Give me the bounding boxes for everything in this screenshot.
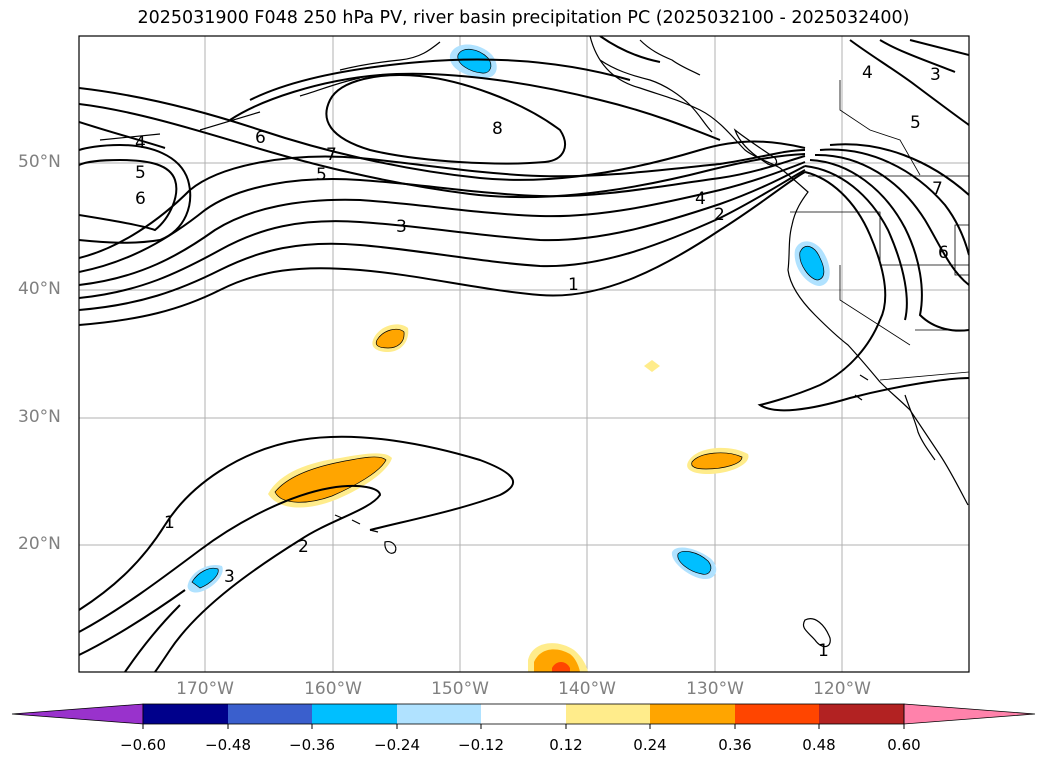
contour-label: 5	[135, 163, 146, 183]
precip-patch-neg-west-core	[192, 568, 219, 588]
map-frame	[78, 35, 970, 673]
contour-label: 3	[396, 217, 407, 237]
contour-label: 6	[938, 243, 949, 263]
colorbar-extend-high	[903, 703, 1036, 725]
contour-label: 7	[932, 179, 943, 199]
borders	[790, 80, 969, 381]
contour-label: 4	[695, 189, 706, 209]
contour-label: 3	[930, 65, 941, 85]
coastlines	[99, 36, 969, 648]
colorbar-tick-label: 0.12	[549, 736, 583, 754]
colorbar-tick-label: −0.12	[458, 736, 504, 754]
contour-label: 2	[714, 205, 725, 225]
lon-label-120w: 120°W	[813, 679, 871, 699]
lat-label-20n: 20°N	[18, 534, 61, 554]
precip-patch-pos-east-core	[691, 452, 742, 469]
precip-patch-pos-south-peak	[552, 662, 570, 672]
contour-labels: 1 1 1 2 2 3 3 4 4 5 5 5 6 6 6 7 7 8 4 3	[135, 63, 949, 661]
contour-label: 8	[492, 119, 503, 139]
colorbar-bin	[735, 704, 819, 724]
colorbar-tick-label: −0.36	[289, 736, 335, 754]
colorbar-tick-label: −0.48	[205, 736, 251, 754]
lon-label-140w: 140°W	[558, 679, 616, 699]
colorbar-extend-low	[11, 703, 144, 725]
lon-label-130w: 130°W	[686, 679, 744, 699]
lat-label-50n: 50°N	[18, 152, 61, 172]
contour-label: 5	[316, 165, 327, 185]
contour-label: 2	[298, 537, 309, 557]
contour-label: 7	[326, 145, 337, 165]
colorbar-bin	[228, 704, 312, 724]
colorbar-tick-label: 0.60	[887, 736, 921, 754]
contour-label: 4	[862, 63, 873, 83]
contour-label: 1	[164, 513, 175, 533]
colorbar-tick-label: 0.36	[718, 736, 752, 754]
precip-shading	[187, 44, 830, 672]
lon-label-170w: 170°W	[176, 679, 234, 699]
chart-title: 2025031900 F048 250 hPa PV, river basin …	[137, 8, 910, 28]
precip-patch-pos-main-core	[275, 456, 386, 503]
colorbar-bin	[143, 704, 228, 724]
precip-patch-pos-small-core	[376, 329, 405, 348]
colorbar-bin	[481, 704, 566, 724]
colorbar-tick-label: 0.48	[802, 736, 836, 754]
colorbar-tick-label: 0.24	[633, 736, 667, 754]
contour-label: 1	[568, 275, 579, 295]
colorbar-tick-label: −0.60	[120, 736, 166, 754]
colorbar-bin	[312, 704, 397, 724]
contour-label: 3	[224, 567, 235, 587]
contour-label: 6	[135, 189, 146, 209]
precip-patch-pos-dot	[644, 360, 660, 372]
contour-label: 1	[818, 641, 829, 661]
colorbar-bin	[566, 704, 650, 724]
pv-contours	[79, 36, 969, 672]
colorbar	[11, 703, 1036, 729]
precip-patch-neg-hi-core	[677, 551, 711, 575]
contour-label: 4	[135, 133, 146, 153]
precip-patch-neg-gulf-core	[457, 49, 491, 74]
lat-label-40n: 40°N	[18, 279, 61, 299]
lon-label-160w: 160°W	[304, 679, 362, 699]
lon-label-150w: 150°W	[431, 679, 489, 699]
colorbar-bin	[819, 704, 904, 724]
colorbar-bin	[650, 704, 735, 724]
colorbar-bin	[397, 704, 481, 724]
precip-patch-neg-ca-core	[799, 246, 824, 280]
contour-label: 5	[910, 113, 921, 133]
colorbar-tick-label: −0.24	[374, 736, 420, 754]
lat-label-30n: 30°N	[18, 407, 61, 427]
contour-label: 6	[255, 128, 266, 148]
